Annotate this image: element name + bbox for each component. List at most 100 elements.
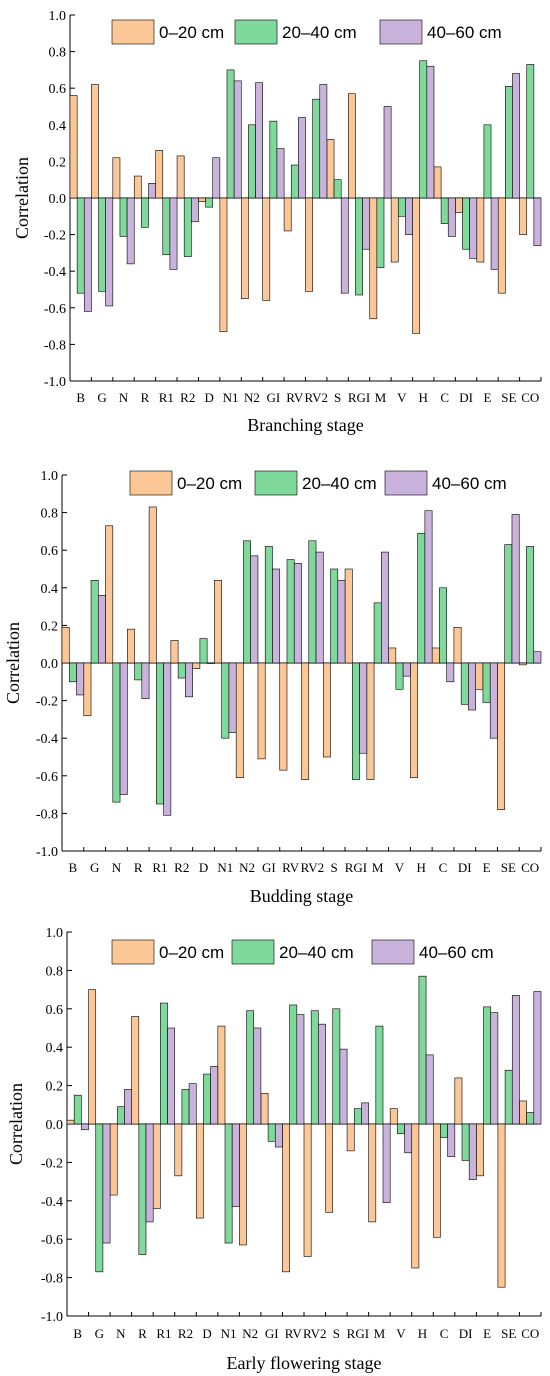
- bar-se-series-1: [497, 662, 506, 810]
- bar-n-series-3: [124, 1089, 132, 1125]
- y-tick-label: 0.0: [49, 192, 67, 207]
- x-tick-label: S: [333, 1326, 340, 1341]
- bar-b-series-1: [69, 95, 78, 199]
- legend-label: 0–20 cm: [159, 23, 224, 42]
- bar-r2-series-1: [170, 640, 179, 664]
- bar-co-series-2: [526, 1112, 535, 1125]
- y-axis-title: Correlation: [12, 157, 32, 239]
- bar-se-series-2: [505, 86, 513, 199]
- bar-g-series-1: [91, 84, 99, 199]
- y-axis-title: Correlation: [6, 1083, 26, 1165]
- bar-r-series-3: [145, 1123, 154, 1223]
- bar-rv2-series-1: [301, 662, 310, 780]
- bar-d-series-3: [212, 157, 221, 199]
- x-tick-label: RV2: [304, 390, 328, 405]
- bar-rgi-series-2: [351, 662, 360, 780]
- bar-s-series-3: [337, 579, 346, 664]
- legend-swatch: [129, 470, 173, 496]
- bar-v-series-3: [402, 662, 411, 677]
- bar-r1-series-3: [167, 1027, 176, 1125]
- bar-n-series-1: [109, 1123, 118, 1196]
- bar-di-series-1: [455, 197, 463, 213]
- bar-e-series-1: [476, 197, 485, 263]
- x-tick-label: GI: [267, 390, 281, 405]
- x-tick-label: RV: [285, 1326, 303, 1341]
- bar-s-series-1: [325, 1123, 334, 1213]
- x-tick-label: DI: [459, 390, 473, 405]
- bar-b-series-3: [83, 197, 92, 312]
- x-tick-label: V: [397, 390, 407, 405]
- y-tick-label: -0.4: [36, 732, 58, 747]
- bar-s-series-2: [333, 179, 342, 199]
- x-tick-label: RV: [282, 860, 300, 875]
- x-tick-label: N2: [244, 390, 260, 405]
- legend-label: 40–60 cm: [432, 474, 507, 493]
- x-tick-label: M: [374, 1326, 386, 1341]
- x-tick-label: R1: [152, 860, 167, 875]
- x-tick-label: E: [484, 390, 492, 405]
- y-tick-label: -0.8: [44, 338, 66, 353]
- bar-rv2-series-3: [315, 551, 324, 664]
- bar-s-series-3: [340, 197, 349, 294]
- x-tick-label: R2: [174, 860, 189, 875]
- x-tick-label: R1: [156, 1326, 171, 1341]
- bar-m-series-2: [373, 602, 382, 664]
- bar-n-series-2: [119, 197, 128, 237]
- bar-se-series-1: [497, 197, 506, 294]
- x-tick-label: RV: [286, 390, 304, 405]
- y-tick-label: 0.6: [49, 82, 67, 97]
- x-tick-label: S: [331, 860, 338, 875]
- x-tick-label: R: [134, 860, 143, 875]
- bar-d-series-2: [205, 197, 214, 208]
- bar-di-series-1: [453, 626, 462, 664]
- bar-gi-series-1: [257, 662, 266, 760]
- bar-rv2-series-3: [319, 84, 328, 199]
- bar-m-series-3: [382, 1123, 391, 1204]
- x-tick-label: D: [199, 860, 208, 875]
- bar-rv2-series-1: [305, 197, 313, 292]
- bar-b-series-2: [73, 1094, 82, 1125]
- bar-rv-series-3: [296, 1014, 305, 1125]
- x-tick-label: V: [395, 860, 405, 875]
- bar-rv-series-2: [290, 164, 299, 199]
- bar-d-series-1: [192, 662, 201, 669]
- bar-rv2-series-3: [318, 1023, 326, 1125]
- bar-r-series-2: [134, 662, 143, 681]
- y-tick-label: 0.4: [41, 582, 59, 597]
- legend-label: 40–60 cm: [419, 943, 494, 962]
- bar-r-series-2: [141, 197, 149, 228]
- x-tick-label: N2: [242, 1326, 258, 1341]
- bar-gi-series-2: [269, 120, 278, 199]
- bar-c-series-2: [440, 197, 449, 224]
- bar-r1-series-3: [169, 197, 178, 270]
- bar-r-series-1: [127, 628, 135, 664]
- bar-se-series-3: [512, 73, 520, 199]
- bar-co-series-1: [519, 197, 528, 235]
- bar-rv-series-1: [279, 662, 288, 771]
- bar-rv2-series-1: [303, 1123, 312, 1257]
- y-tick-label: 1.0: [46, 926, 64, 941]
- bar-d-series-3: [206, 662, 215, 664]
- x-tick-label: SE: [501, 390, 516, 405]
- bar-v-series-2: [397, 1123, 405, 1134]
- bar-co-series-2: [526, 546, 535, 664]
- bar-gi-series-3: [272, 568, 281, 664]
- bar-rgi-series-1: [348, 93, 356, 199]
- legend-swatch: [371, 939, 415, 965]
- bar-se-series-2: [504, 1069, 513, 1125]
- bar-n1-series-1: [219, 197, 228, 332]
- bar-n1-series-1: [217, 1025, 226, 1125]
- bar-c-series-1: [433, 166, 442, 199]
- bar-n1-series-1: [214, 579, 222, 664]
- y-tick-label: -0.8: [41, 1272, 63, 1287]
- bar-h-series-3: [426, 65, 435, 199]
- bar-m-series-3: [381, 551, 389, 664]
- x-tick-label: D: [204, 390, 213, 405]
- y-tick-label: 0.2: [46, 1080, 64, 1095]
- bar-d-series-2: [199, 638, 208, 664]
- bar-rv-series-1: [282, 1123, 290, 1273]
- x-tick-label: N2: [239, 860, 255, 875]
- y-tick-label: 0.8: [46, 964, 64, 979]
- y-tick-label: -1.0: [44, 375, 66, 390]
- x-tick-label: N1: [221, 1326, 237, 1341]
